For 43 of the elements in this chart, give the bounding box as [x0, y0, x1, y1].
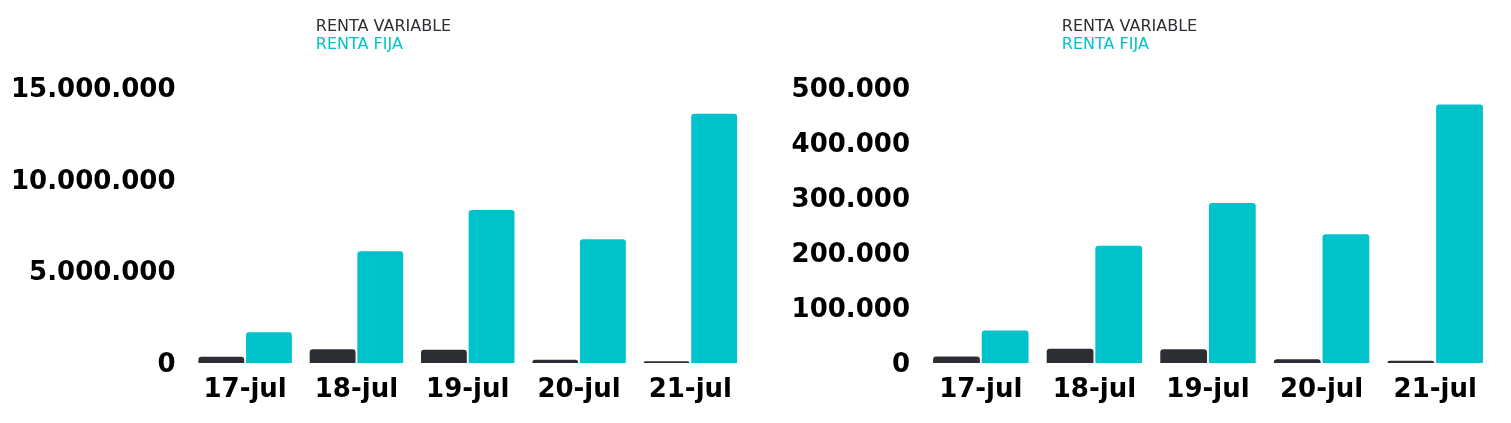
bar — [1273, 359, 1321, 363]
bar — [981, 330, 1029, 363]
y-tick-label: 400.000 — [791, 128, 910, 158]
bar — [1208, 202, 1256, 363]
text: RENTA VARIABLE — [315, 15, 452, 35]
x-tick-label: 18-jul — [1052, 373, 1137, 403]
bar — [532, 359, 579, 363]
y-tick-label: 15.000.000 — [11, 73, 176, 103]
x-tick-label: 17-jul — [939, 373, 1023, 403]
bar — [1387, 360, 1435, 363]
bar — [579, 239, 626, 363]
y-tick-label: 0 — [891, 348, 910, 378]
x-tick-label: 20-jul — [537, 373, 621, 403]
bar — [357, 251, 404, 363]
x-tick-label: 20-jul — [1279, 373, 1364, 403]
bar — [309, 349, 356, 363]
text: RENTA FIJA — [1061, 33, 1149, 53]
y-tick-label: 100.000 — [791, 293, 910, 323]
x-tick-label: 19-jul — [1166, 373, 1250, 403]
x-tick-label: 17-jul — [203, 373, 287, 403]
bar — [1095, 245, 1143, 363]
bar — [1046, 348, 1094, 363]
x-tick-label: 18-jul — [314, 373, 399, 403]
bar — [198, 356, 245, 363]
x-tick-label: 21-jul — [648, 373, 732, 403]
bar — [468, 209, 515, 363]
y-tick-label: 500.000 — [791, 73, 910, 103]
y-tick-label: 0 — [157, 348, 176, 378]
bar — [420, 349, 467, 363]
y-tick-label: 200.000 — [791, 238, 910, 268]
text: RENTA VARIABLE — [1061, 15, 1198, 35]
bar — [1322, 234, 1370, 363]
y-tick-label: 10.000.000 — [11, 164, 176, 195]
y-tick-label: 300.000 — [791, 183, 910, 213]
bar — [933, 356, 980, 363]
text: RENTA FIJA — [315, 33, 403, 53]
x-tick-label: 21-jul — [1393, 373, 1477, 403]
y-tick-label: 5.000.000 — [29, 256, 176, 287]
bar — [1436, 104, 1483, 363]
bar — [246, 332, 292, 363]
bar — [1160, 349, 1208, 363]
bar — [691, 113, 738, 363]
x-tick-label: 19-jul — [426, 373, 510, 403]
